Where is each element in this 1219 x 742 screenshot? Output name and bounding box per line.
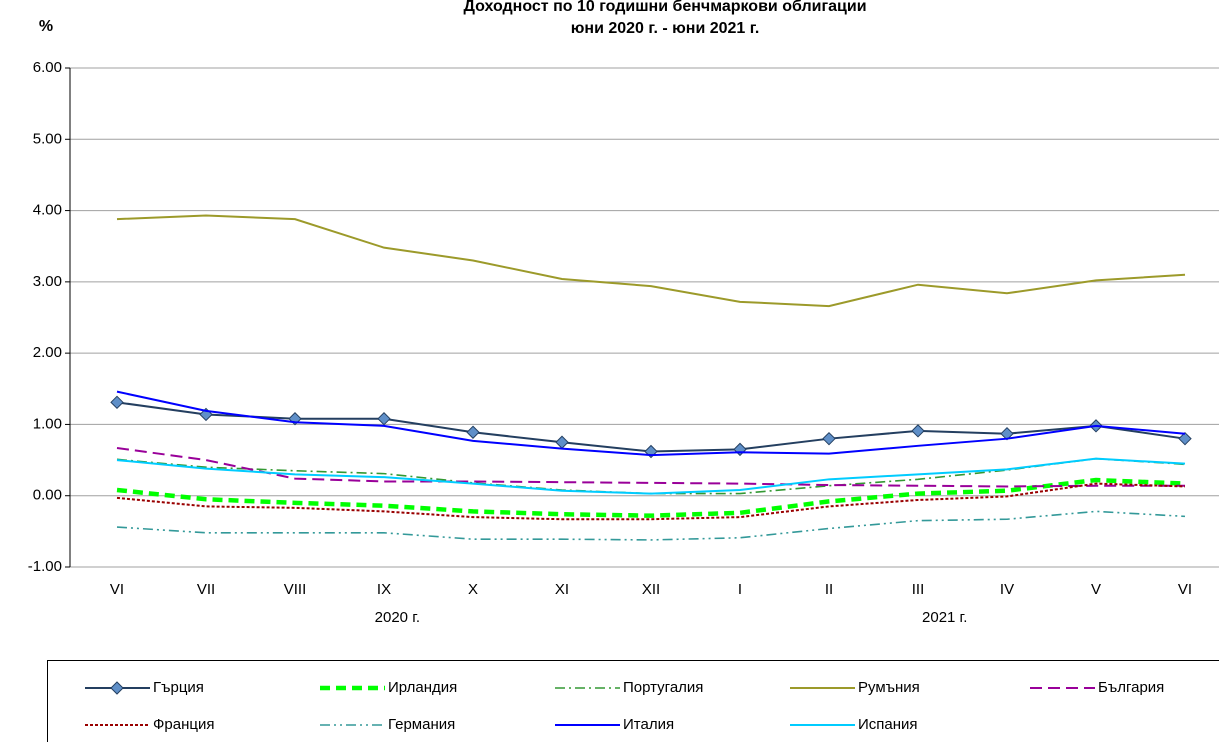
x-tick-label: VIII [284,581,307,598]
x-tick-label: IV [1000,581,1014,598]
y-tick-label: 3.00 [33,273,62,290]
x-tick-label: VII [197,581,215,598]
chart-subtitle: юни 2020 г. - юни 2021 г. [571,20,760,37]
legend-label: Франция [153,716,214,733]
marker [1000,426,1014,441]
series-line [116,477,1186,518]
series-line [116,457,1186,495]
marker [911,424,925,438]
x-tick-label: VI [110,581,124,598]
x-group-label: 2021 г. [922,609,967,626]
marker [555,435,569,449]
legend-label: България [1098,679,1164,696]
series-line [116,482,1186,521]
legend-label: Румъния [858,679,920,696]
legend-label: Гърция [153,679,204,696]
legend-label: Италия [623,716,674,733]
series-line [116,510,1186,541]
x-tick-label: IX [377,581,391,598]
x-tick-label: XI [555,581,569,598]
x-tick-label: XII [642,581,660,598]
legend-label: Германия [388,716,455,733]
chart-title: Доходност по 10 годишни бенчмаркови обли… [463,0,866,15]
marker [377,412,391,426]
y-tick-label: 4.00 [33,202,62,219]
marker [466,425,480,439]
y-tick-label: -1.00 [28,558,62,575]
series-line [116,214,1186,308]
legend-box [47,660,1219,742]
series-line [116,390,1186,457]
legend-label: Португалия [623,679,703,696]
y-axis-label: % [39,18,53,35]
y-tick-label: 6.00 [33,59,62,76]
marker [733,442,747,457]
marker [1178,431,1192,446]
y-tick-label: 2.00 [33,344,62,361]
series-line [116,457,1186,495]
legend-marker [110,681,124,695]
x-tick-label: I [738,581,742,598]
series-line [116,446,1185,488]
x-tick-label: II [825,581,833,598]
x-group-label: 2020 г. [375,609,420,626]
x-tick-label: X [468,581,478,598]
marker [822,431,836,446]
x-tick-label: VI [1178,581,1192,598]
legend-label: Испания [858,716,918,733]
y-tick-label: 1.00 [33,415,62,432]
y-tick-label: 5.00 [33,130,62,147]
legend-label: Ирландия [388,679,457,696]
y-tick-label: 0.00 [33,487,62,504]
x-tick-label: V [1091,581,1101,598]
series-line [116,401,1186,453]
marker [110,395,124,410]
x-tick-label: III [912,581,925,598]
